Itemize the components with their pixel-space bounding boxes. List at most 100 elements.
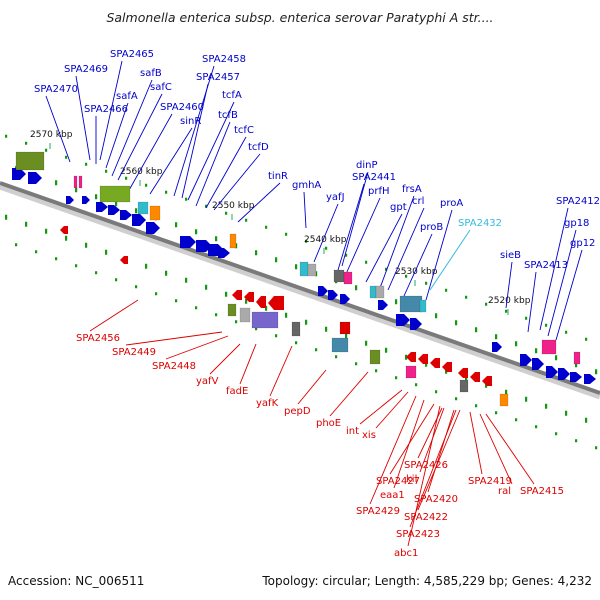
gene-box: [331, 337, 349, 353]
reverse-gene-arrow: [120, 256, 128, 264]
leader-line: [209, 343, 241, 375]
tick-dot: [75, 187, 78, 193]
gene-label: int: [346, 426, 359, 437]
tick-dot: [485, 302, 488, 306]
tick-dot: [425, 361, 428, 367]
tick-dot: [395, 299, 398, 305]
tick-dots: [5, 134, 598, 450]
leader-line: [45, 95, 71, 163]
leader-line: [505, 261, 513, 309]
gene-label: SPA2422: [404, 512, 448, 523]
leader-line: [237, 182, 281, 223]
tick-dot: [115, 278, 118, 282]
tick-dot: [305, 239, 308, 243]
gene-label-highlight: SPA2432: [458, 218, 502, 229]
leader-line: [149, 127, 193, 195]
forward-gene-arrow: [146, 222, 160, 234]
gene-label: SPA2427: [376, 476, 420, 487]
tick-dot: [595, 369, 598, 375]
backbone-shadow: [0, 182, 600, 400]
tick-dot: [445, 288, 448, 292]
forward-gene-arrow: [12, 168, 26, 180]
tick-dot: [495, 334, 498, 340]
forward-gene-arrow: [520, 354, 532, 366]
gene-box: [15, 151, 45, 171]
reverse-gene-arrow: [268, 296, 284, 310]
gene-label: SPA2465: [110, 49, 154, 60]
tick-dot: [585, 337, 588, 341]
scale-label: 2540 kbp: [304, 235, 347, 245]
gene-label: prfH: [368, 186, 390, 197]
tick-dot: [275, 334, 278, 338]
leader-line: [341, 171, 369, 267]
forward-gene-arrow: [340, 294, 350, 304]
tick-dot: [595, 446, 598, 450]
scale-label: 2530 kbp: [395, 267, 438, 277]
reverse-gene-arrow: [470, 372, 480, 382]
reverse-gene-arrow: [244, 292, 254, 302]
leader-line: [75, 75, 91, 161]
gene-label: eaa1: [380, 490, 405, 501]
tick-dot: [85, 242, 88, 248]
tick-dot: [525, 316, 528, 320]
gene-label: dinP: [356, 160, 378, 171]
leader-line: [187, 101, 235, 201]
gene-label: SPA2460: [160, 102, 204, 113]
gene-label: SPA2470: [34, 84, 78, 95]
gene-label: SPA2415: [520, 486, 564, 497]
leader-line: [99, 60, 123, 161]
gene-box: [291, 321, 301, 337]
tick-dot: [45, 228, 48, 234]
scale-label: 2560 kbp: [120, 167, 163, 177]
gene-box: [375, 285, 385, 299]
leader-line: [393, 399, 425, 489]
forward-gene-arrow: [570, 372, 582, 382]
gene-label: safB: [140, 68, 162, 79]
tick-dot: [515, 341, 518, 347]
tick-dot: [355, 285, 358, 291]
tick-dot: [65, 235, 68, 241]
gene-box: [339, 321, 351, 335]
tick-dot: [175, 299, 178, 303]
forward-gene-arrow: [218, 248, 230, 258]
tick-dot: [215, 236, 218, 242]
forward-gene-arrow: [28, 172, 42, 184]
gene-label: SPA2419: [468, 476, 512, 487]
gene-label: safC: [150, 82, 172, 93]
leader-line: [89, 299, 139, 332]
tick-dot: [475, 327, 478, 333]
gene-label: frsA: [402, 184, 422, 195]
forward-gene-arrow: [82, 196, 90, 204]
gene-label: SPA2413: [524, 260, 568, 271]
tick-dot: [575, 439, 578, 443]
tick-dot: [95, 194, 98, 200]
leader-line: [337, 183, 365, 271]
leader-line: [469, 411, 483, 475]
leader-line: [359, 389, 403, 425]
gene-box: [137, 201, 149, 215]
tick-dot: [5, 214, 8, 220]
gene-box: [459, 379, 469, 393]
tick-dot: [365, 340, 368, 346]
tick-dot: [405, 354, 408, 360]
tick-dot: [185, 277, 188, 283]
tick-dot: [235, 320, 238, 324]
tick-dot: [75, 264, 78, 268]
tick-dot: [105, 249, 108, 255]
forward-gene-arrow: [378, 300, 388, 310]
gene-label: SPA2441: [352, 172, 396, 183]
gene-label: proA: [440, 198, 463, 209]
leader-line: [365, 213, 403, 283]
forward-gene-arrow: [66, 196, 74, 204]
tick-dot: [295, 264, 298, 270]
leader-line: [181, 83, 209, 199]
tick-dot: [375, 369, 378, 373]
gene-label: SPA2412: [556, 196, 600, 207]
gene-box: [405, 365, 417, 379]
leader-line: [389, 403, 435, 475]
tick-dot: [285, 312, 288, 318]
gene-label: yafK: [256, 398, 279, 409]
tick-dot: [485, 382, 488, 388]
scale-labels: 2570 kbp 2560 kbp 2550 kbp 2540 kbp 2530 kbp…: [30, 130, 531, 315]
gene-box: [73, 175, 78, 189]
